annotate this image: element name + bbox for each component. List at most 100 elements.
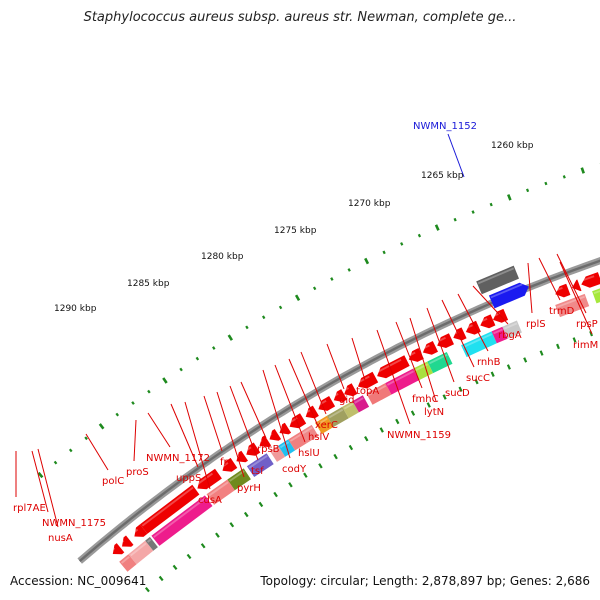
gene-label[interactable]: rpsP: [576, 319, 598, 330]
reverse-gene: [128, 540, 154, 565]
gene-label-connector: [184, 401, 211, 490]
gene-label[interactable]: gid: [339, 395, 354, 406]
reverse-gene: [315, 415, 334, 434]
inner-scale-tick: [474, 378, 479, 385]
inner-scale-tick: [318, 463, 323, 469]
gene-label-connector: [395, 321, 423, 389]
highlighted-gene: [488, 282, 529, 309]
gene-label[interactable]: rbgA: [498, 330, 522, 341]
gene-label-connector: [288, 358, 319, 427]
scale-tick: [347, 268, 351, 272]
scale-tick: [227, 334, 233, 341]
highlighted-gene-label[interactable]: NWMN_1152: [413, 121, 477, 132]
inner-scale-tick: [186, 553, 192, 560]
reverse-gene: [461, 331, 497, 358]
inner-scale-tick: [539, 350, 544, 356]
forward-gene: [139, 484, 200, 534]
scale-label: 1265 kbp: [421, 171, 464, 181]
gene-label[interactable]: rnhB: [477, 357, 501, 368]
gene-label[interactable]: trmD: [549, 306, 575, 317]
scale-tick: [131, 401, 135, 405]
forward-gene: [437, 333, 454, 348]
scale-tick: [330, 277, 334, 281]
gene-label[interactable]: topA: [356, 386, 379, 397]
gene-label[interactable]: cdsA: [198, 495, 222, 506]
reverse-gene: [491, 326, 508, 344]
gene-label[interactable]: xerC: [315, 420, 338, 431]
inner-scale-tick: [172, 564, 178, 571]
reverse-gene: [145, 536, 158, 551]
scale-tick: [245, 325, 249, 330]
reverse-gene: [385, 368, 420, 395]
scale-tick: [84, 436, 88, 441]
inner-scale-tick: [200, 543, 206, 549]
gene-label[interactable]: frr: [220, 457, 232, 468]
reverse-gene: [342, 401, 359, 419]
scale-tick: [261, 315, 266, 320]
gene-label[interactable]: pyrH: [237, 483, 261, 494]
gene-features: [110, 265, 600, 572]
gene-label-connector: [262, 369, 291, 459]
scale-tick: [382, 250, 386, 255]
forward-gene: [289, 413, 307, 429]
topology-summary-text: Topology: circular; Length: 2,878,897 bp…: [260, 574, 590, 588]
scale-tick: [544, 181, 548, 186]
inner-scale-tick: [348, 444, 354, 451]
inner-scale-tick: [523, 357, 528, 363]
scale-tick: [364, 257, 370, 265]
gene-label[interactable]: NWMN_1172: [146, 453, 210, 464]
inner-scale-tick: [395, 418, 400, 425]
scale-tick: [400, 242, 404, 246]
gene-label[interactable]: tsf: [251, 466, 264, 477]
gene-label-connector: [216, 391, 245, 478]
genome-title: Staphylococcus aureus subsp. aureus str.…: [83, 10, 517, 25]
gene-label[interactable]: NWMN_1159: [387, 430, 451, 441]
gene-label-connector: [170, 403, 199, 468]
reverse-gene: [119, 554, 137, 572]
forward-gene: [480, 314, 496, 329]
forward-gene: [422, 341, 438, 355]
scale-tick: [453, 217, 457, 222]
reverse-gene: [366, 383, 392, 405]
gene-label[interactable]: hslU: [298, 448, 320, 459]
scale-tick: [98, 423, 105, 430]
gene-label[interactable]: hslV: [308, 432, 329, 443]
forward-gene: [236, 450, 248, 463]
gene-label-connector: [85, 433, 109, 471]
forward-gene: [358, 371, 379, 389]
gene-label-connector: [274, 364, 306, 443]
scale-tick: [417, 233, 422, 238]
reverse-gene: [555, 293, 590, 318]
gene-label[interactable]: proS: [126, 467, 149, 478]
gene-label[interactable]: polC: [102, 476, 124, 487]
reverse-gene: [502, 320, 522, 339]
gene-label[interactable]: rpsB: [257, 444, 280, 455]
gene-label[interactable]: rpl7AE: [13, 503, 46, 514]
gene-label[interactable]: lytN: [424, 407, 444, 418]
gene-label-connector: [556, 253, 587, 314]
forward-gene: [318, 396, 336, 411]
inner-scale-tick: [556, 343, 560, 350]
gene-label[interactable]: uppS: [176, 473, 201, 484]
scale-tick: [195, 356, 200, 361]
gene-label[interactable]: nusA: [48, 533, 73, 544]
scale-tick: [162, 377, 168, 384]
scale-tick: [212, 346, 216, 350]
scale-tick: [37, 471, 44, 479]
gene-label[interactable]: NWMN_1175: [42, 518, 106, 529]
gene-label[interactable]: codY: [282, 464, 307, 475]
gene-label[interactable]: fmhC: [412, 394, 439, 405]
forward-gene: [122, 535, 134, 547]
scale-tick: [562, 175, 566, 179]
gene-label[interactable]: sucC: [466, 373, 490, 384]
gene-label[interactable]: sucD: [445, 388, 470, 399]
gene-label-connector: [31, 450, 49, 513]
gene-label-connector: [147, 412, 171, 448]
gene-label[interactable]: rplS: [526, 319, 546, 330]
scale-label: 1270 kbp: [348, 199, 391, 209]
scale-labels: 1290 kbp 1285 kbp 1280 kbp 1275 kbp 1270 kbp…: [54, 141, 534, 314]
gene-label[interactable]: rimM: [573, 340, 598, 351]
gene-label-connector: [300, 351, 327, 415]
gene-label-connector: [457, 293, 489, 352]
forward-gene: [269, 429, 282, 441]
